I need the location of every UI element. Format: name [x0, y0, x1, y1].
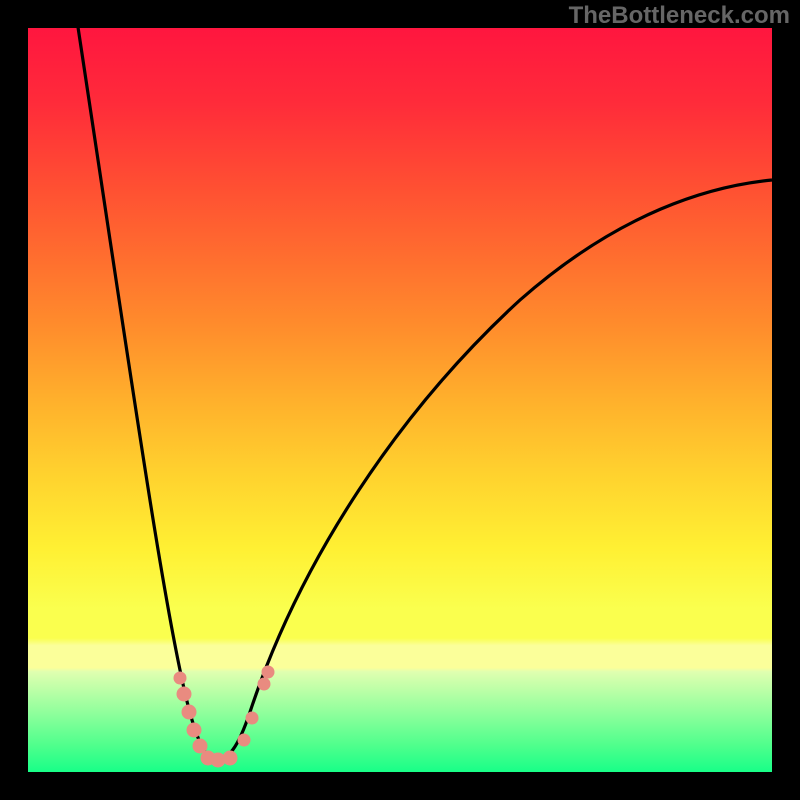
marker-dot	[262, 666, 274, 678]
marker-dot	[246, 712, 258, 724]
marker-dot	[223, 751, 237, 765]
marker-dot	[187, 723, 201, 737]
marker-dot	[174, 672, 186, 684]
marker-dot	[177, 687, 191, 701]
marker-dot	[258, 678, 270, 690]
bottleneck-curve	[76, 14, 772, 760]
marker-group	[174, 666, 274, 767]
marker-dot	[182, 705, 196, 719]
marker-dot	[193, 739, 207, 753]
bottleneck-chart	[0, 0, 800, 800]
marker-dot	[238, 734, 250, 746]
